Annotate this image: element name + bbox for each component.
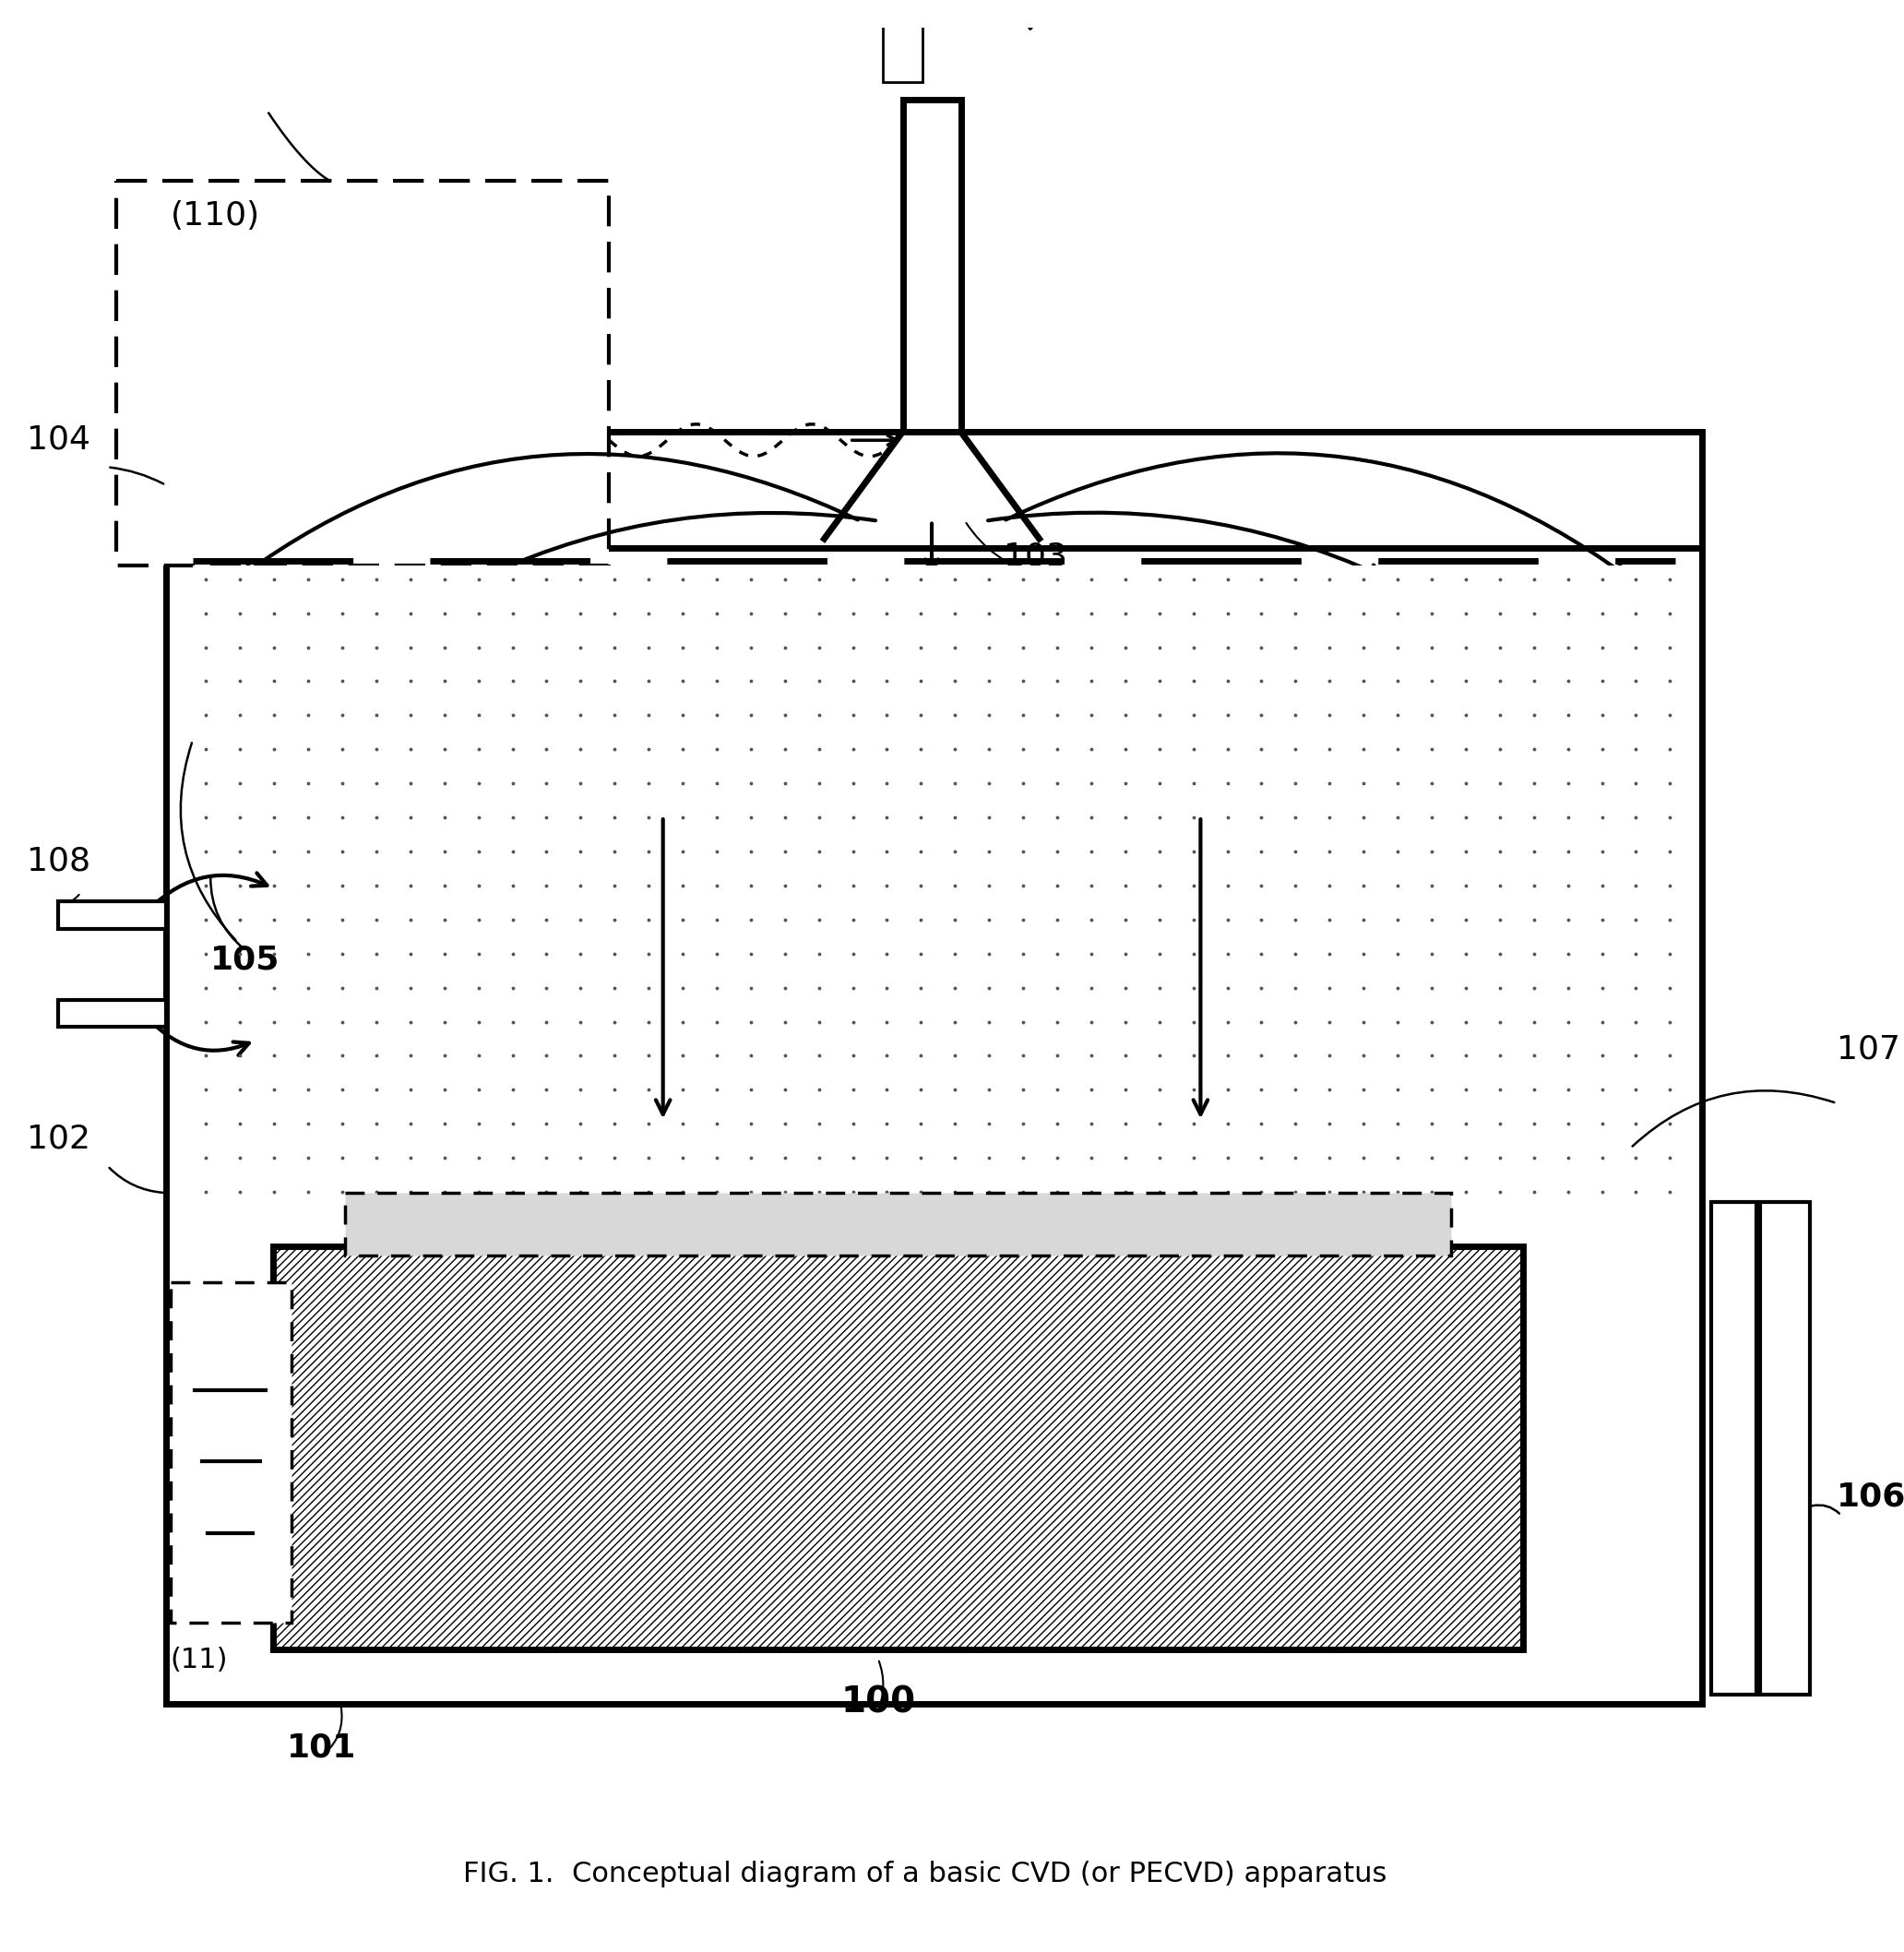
Bar <box>169 1282 291 1622</box>
Text: 108: 108 <box>27 845 91 876</box>
Bar <box>192 566 1676 1193</box>
Text: 107: 107 <box>1837 1033 1900 1066</box>
Text: 104: 104 <box>27 424 91 455</box>
Text: 103: 103 <box>1003 541 1066 572</box>
Bar <box>166 431 1702 1704</box>
Bar <box>1761 1202 1811 1694</box>
Text: 101: 101 <box>288 1731 356 1765</box>
Bar <box>345 1193 1451 1255</box>
Text: 102: 102 <box>27 1122 91 1154</box>
Bar <box>59 999 166 1027</box>
Bar <box>166 431 1702 549</box>
Text: FIG. 1.  Conceptual diagram of a basic CVD (or PECVD) apparatus: FIG. 1. Conceptual diagram of a basic CV… <box>463 1860 1386 1888</box>
Bar <box>902 100 962 431</box>
Text: 105: 105 <box>211 945 280 976</box>
Text: (11): (11) <box>169 1646 228 1673</box>
Text: 100: 100 <box>840 1685 916 1720</box>
Bar <box>1712 1202 1755 1694</box>
Bar <box>59 902 166 929</box>
Bar <box>274 1247 1523 1649</box>
Text: (110): (110) <box>169 201 259 232</box>
Text: 106: 106 <box>1837 1482 1904 1513</box>
Bar <box>116 180 609 566</box>
Bar <box>882 0 923 82</box>
